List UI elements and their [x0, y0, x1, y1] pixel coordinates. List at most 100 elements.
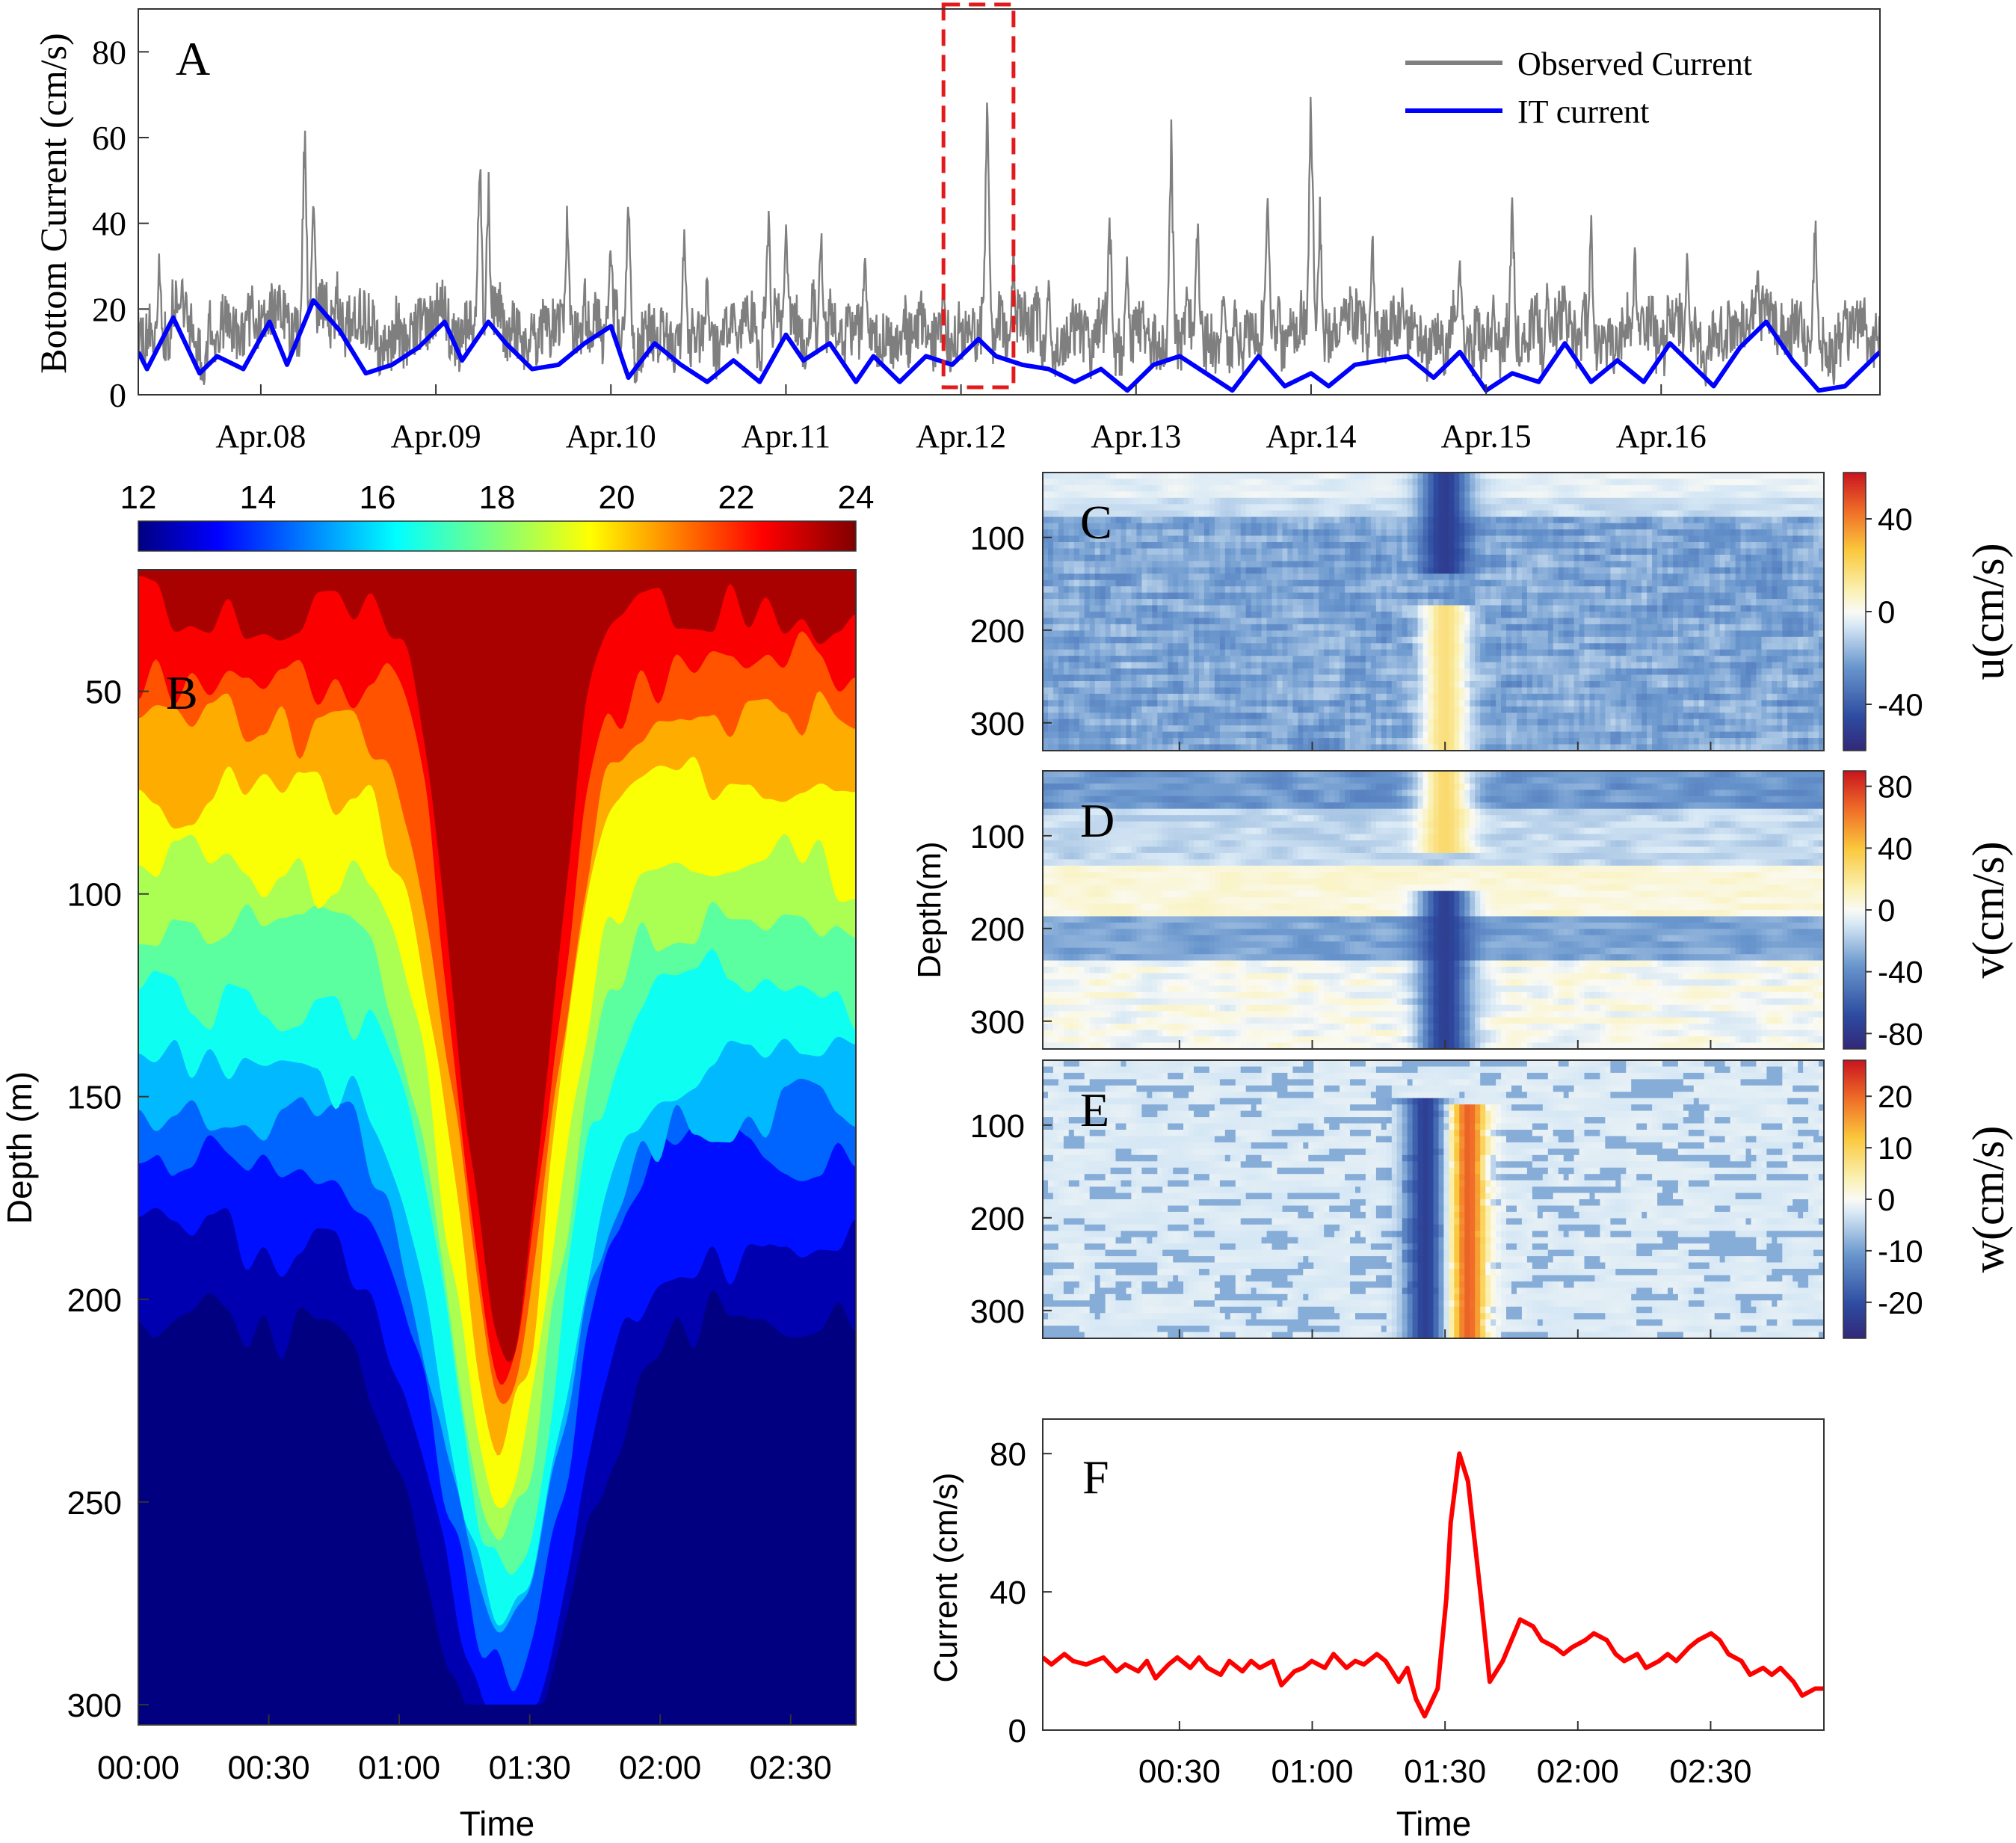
field-cell [1052, 484, 1059, 493]
field-cell [1475, 573, 1481, 581]
field-cell [1677, 479, 1684, 486]
field-cell [1319, 479, 1325, 486]
field-cell [1677, 649, 1684, 656]
field-cell [1589, 484, 1596, 493]
field-cell [1073, 630, 1080, 638]
field-cell [1313, 662, 1320, 669]
field-cell [1688, 612, 1695, 619]
field-cell [1219, 643, 1226, 650]
field-cell [1417, 504, 1424, 511]
field-cell [1813, 618, 1819, 625]
field-cell [1662, 618, 1668, 625]
field-cell [1532, 630, 1538, 638]
field-cell [1537, 523, 1544, 530]
field-cell [1745, 662, 1752, 669]
field-cell [1521, 510, 1528, 517]
field-cell [1787, 605, 1793, 612]
field-cell [1777, 605, 1784, 612]
field-cell [1485, 497, 1491, 505]
field-cell [1340, 630, 1345, 638]
field-cell [1261, 561, 1268, 568]
field-cell [1141, 612, 1148, 619]
field-cell [1214, 523, 1221, 530]
field-cell [1485, 618, 1491, 625]
field-cell [1131, 592, 1138, 600]
field-cell [1141, 504, 1148, 511]
field-cell [1511, 656, 1517, 663]
field-cell [1224, 662, 1231, 669]
field-cell [1131, 529, 1138, 537]
field-cell [1355, 517, 1361, 524]
field-cell [1152, 567, 1159, 575]
field-cell [1573, 573, 1580, 581]
field-cell [1657, 668, 1663, 676]
field-cell [1621, 561, 1627, 568]
field-cell [1558, 592, 1565, 600]
field-cell [1084, 586, 1091, 594]
field-cell [1245, 674, 1252, 682]
field-cell [1573, 561, 1580, 568]
field-cell [1219, 674, 1226, 682]
field-cell [1173, 523, 1179, 530]
field-cell [1345, 630, 1351, 638]
field-cell [1152, 484, 1159, 493]
field-cell [1761, 579, 1768, 587]
field-cell [1058, 491, 1064, 499]
field-cell [1287, 643, 1294, 650]
field-cell [1558, 618, 1565, 625]
field-cell [1657, 517, 1663, 524]
field-cell [1615, 579, 1622, 587]
field-cell [1480, 618, 1486, 625]
field-cell [1360, 542, 1366, 550]
field-cell [1136, 479, 1143, 486]
field-cell [1324, 567, 1330, 575]
field-cell [1417, 510, 1424, 517]
field-cell [1360, 491, 1366, 499]
field-cell [1756, 484, 1763, 493]
field-cell [1573, 579, 1580, 587]
field-cell [1199, 473, 1205, 480]
field-cell [1584, 567, 1591, 575]
field-cell [1052, 479, 1059, 486]
field-cell [1459, 561, 1466, 568]
field-cell [1600, 523, 1606, 530]
field-cell [1594, 497, 1601, 505]
field-cell [1412, 497, 1419, 505]
field-cell [1433, 573, 1440, 581]
field-cell [1730, 561, 1736, 568]
field-cell [1657, 497, 1663, 505]
field-cell [1698, 592, 1705, 600]
field-cell [1537, 491, 1544, 499]
field-cell [1052, 497, 1059, 505]
field-cell [1292, 618, 1299, 625]
field-cell [1152, 548, 1159, 556]
field-cell [1714, 618, 1721, 625]
field-cell [1068, 592, 1075, 600]
field-cell [1709, 624, 1716, 632]
field-cell [1230, 643, 1236, 650]
field-cell [1704, 510, 1710, 517]
field-cell [1438, 592, 1445, 600]
field-cell [1573, 656, 1580, 663]
field-cell [1329, 592, 1335, 600]
field-cell [1470, 510, 1476, 517]
field-cell [1668, 599, 1674, 606]
field-cell [1370, 517, 1377, 524]
field-cell [1677, 504, 1684, 511]
field-cell [1714, 567, 1721, 575]
field-cell [1761, 484, 1768, 493]
field-cell [1256, 523, 1263, 530]
field-cell [1537, 668, 1544, 676]
field-cell [1579, 529, 1585, 537]
field-cell [1740, 529, 1747, 537]
field-cell [1657, 579, 1663, 587]
field-cell [1532, 479, 1538, 486]
field-cell [1496, 618, 1502, 625]
field-cell [1334, 517, 1340, 524]
field-cell [1105, 510, 1112, 517]
field-cell [1787, 517, 1793, 524]
panel-b-xtick-label: 01:30 [489, 1750, 571, 1786]
field-cell [1168, 567, 1174, 575]
field-cell [1058, 510, 1064, 517]
field-cell [1256, 497, 1263, 505]
